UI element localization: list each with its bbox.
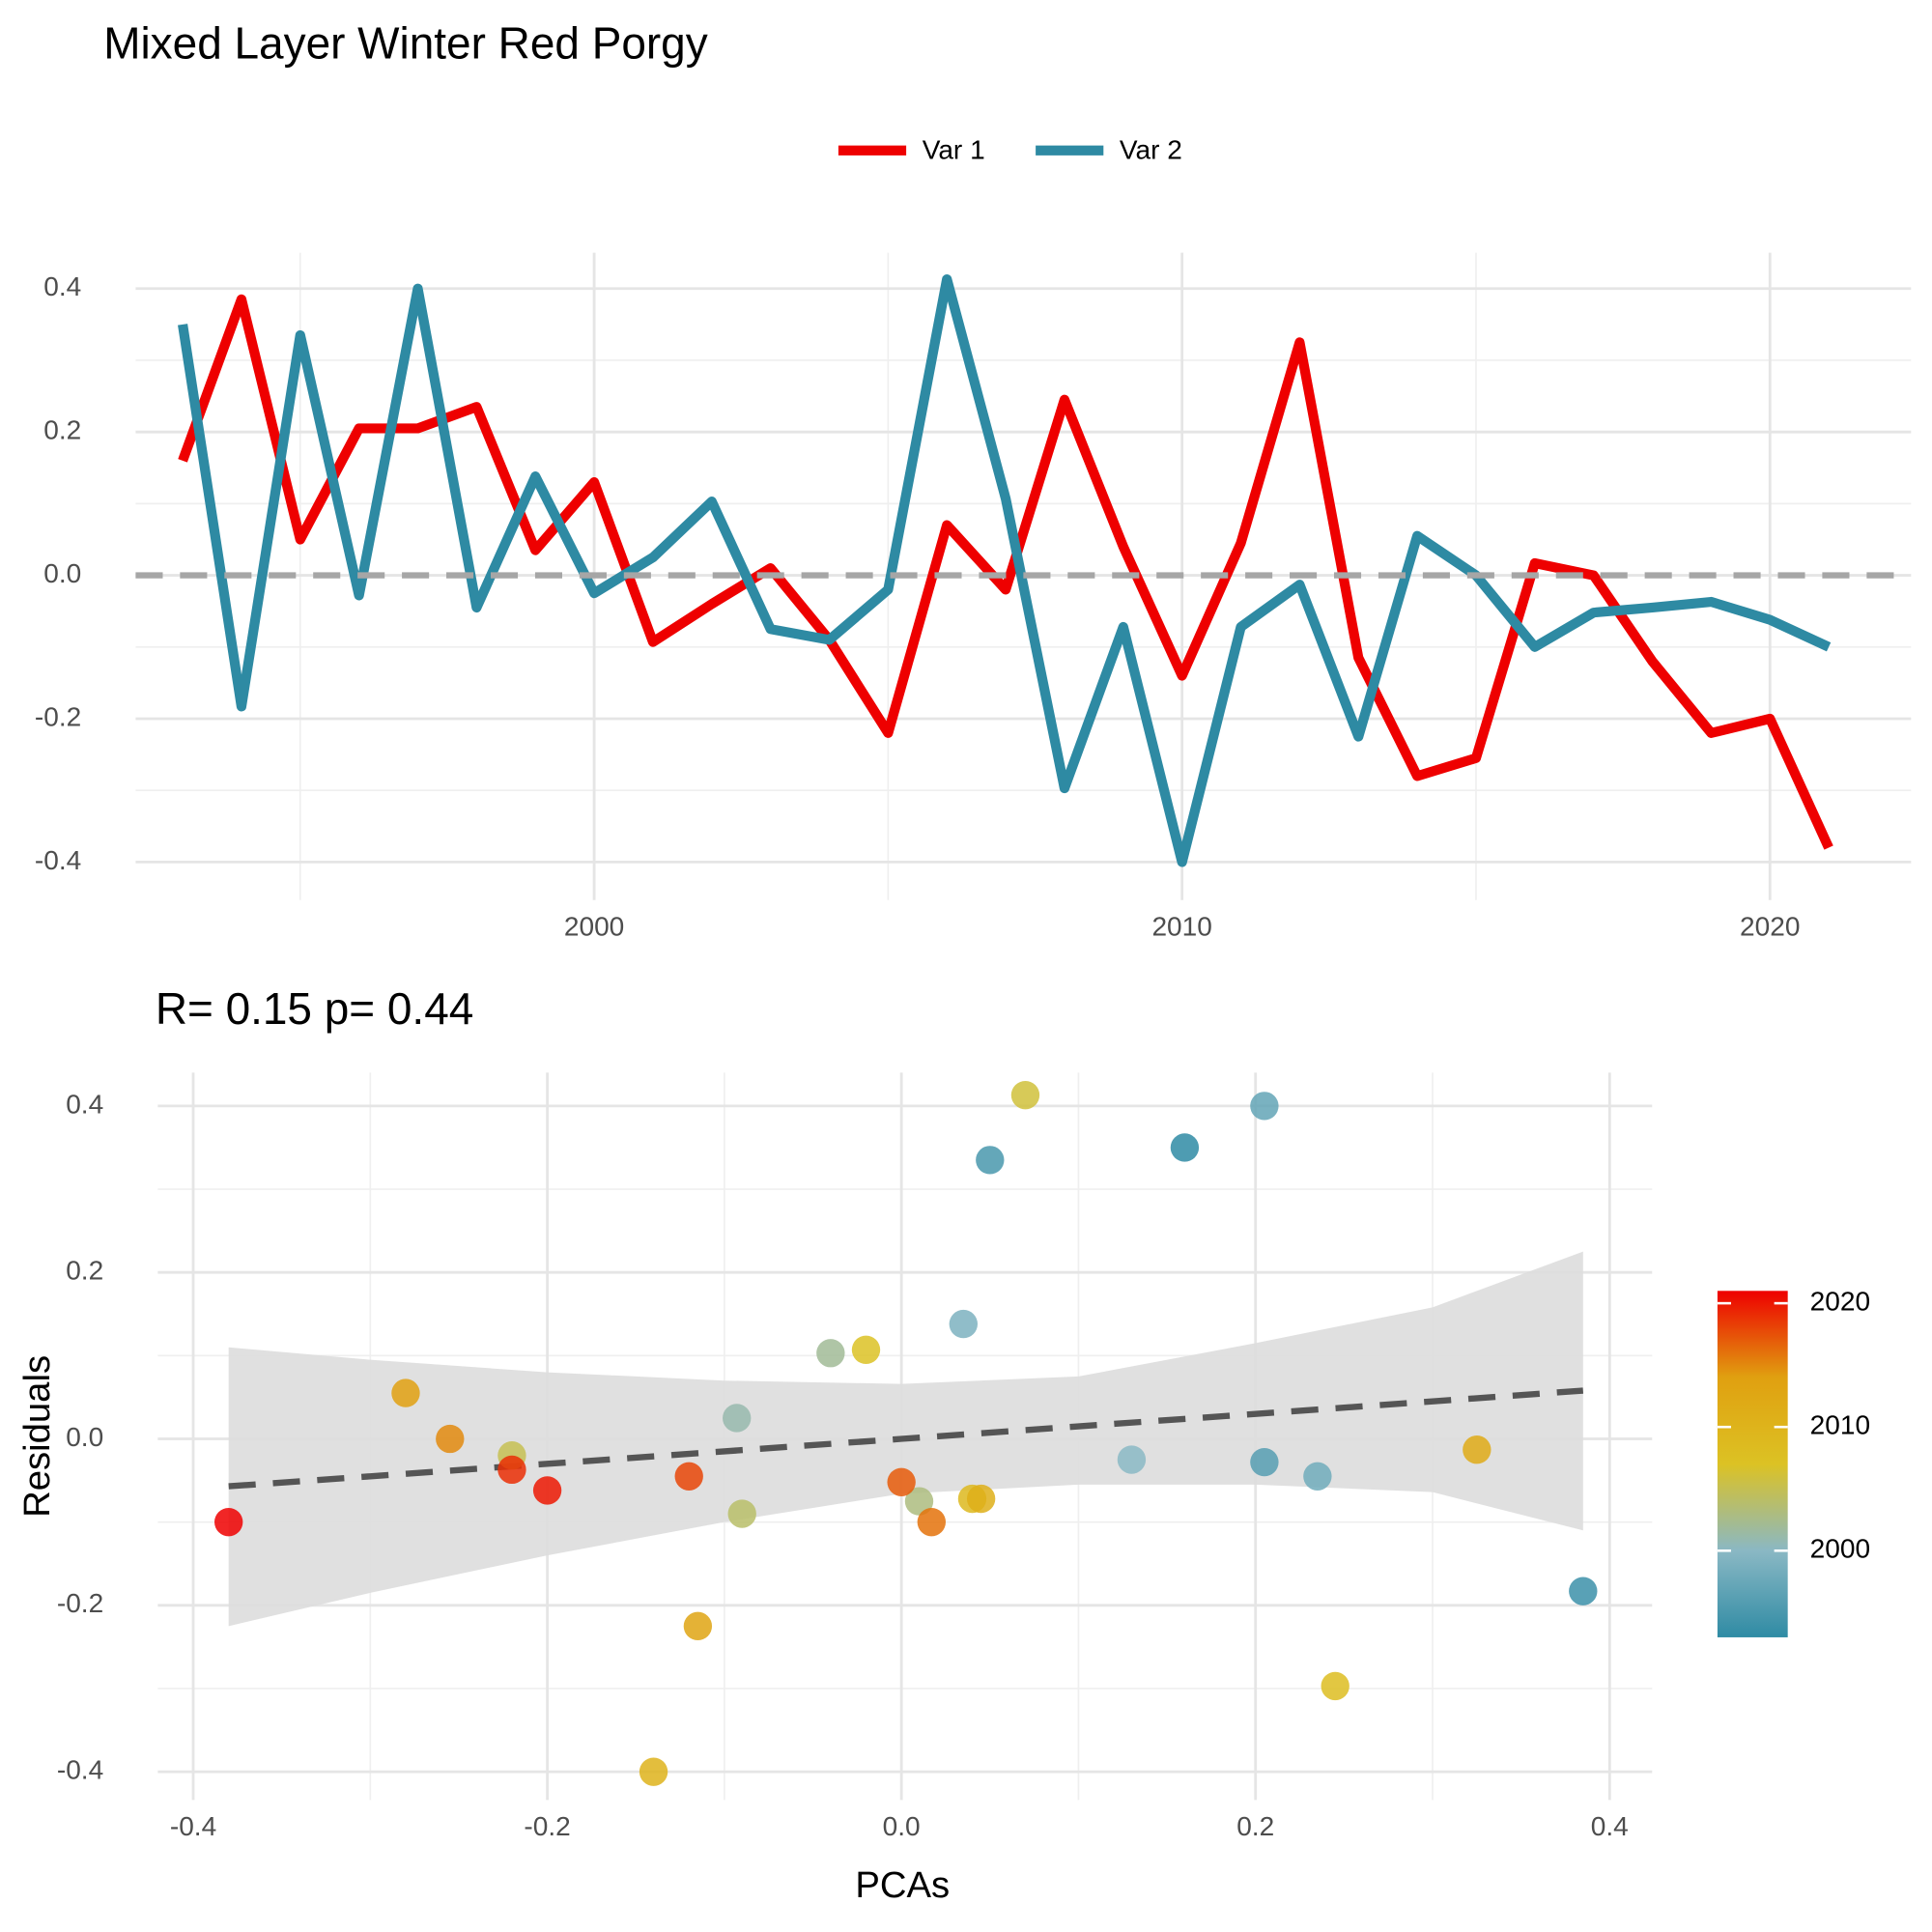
y-tick-label: 0.0 xyxy=(43,558,81,588)
point xyxy=(851,1335,881,1364)
x-tick-label: 2020 xyxy=(1740,911,1800,941)
colorbar xyxy=(1717,1291,1788,1637)
y-tick-label: 0.4 xyxy=(66,1089,103,1119)
point xyxy=(723,1404,752,1433)
point xyxy=(1010,1080,1040,1110)
x-axis-title: PCAs xyxy=(855,1864,950,1906)
y-tick-label: 0.0 xyxy=(66,1422,103,1452)
point xyxy=(949,1309,978,1339)
x-tick-label: 2010 xyxy=(1151,911,1211,941)
colorbar-label: 2020 xyxy=(1810,1287,1870,1317)
point xyxy=(683,1611,713,1641)
y-tick-label: -0.4 xyxy=(57,1755,103,1785)
point xyxy=(1569,1577,1598,1605)
y-tick-label: 0.2 xyxy=(66,1256,103,1286)
point xyxy=(1321,1671,1350,1701)
y-tick-label: 0.4 xyxy=(43,271,81,301)
point xyxy=(674,1462,703,1491)
point xyxy=(639,1757,668,1786)
y-tick-label: -0.2 xyxy=(57,1588,103,1618)
x-tick-label: 0.2 xyxy=(1236,1811,1274,1841)
fit-line xyxy=(228,1387,1584,1490)
point xyxy=(904,1487,934,1516)
point xyxy=(727,1499,756,1528)
point xyxy=(917,1507,946,1537)
point xyxy=(497,1455,526,1485)
colorbar-label: 2010 xyxy=(1810,1410,1870,1440)
point xyxy=(976,1146,1005,1175)
point xyxy=(532,1476,562,1505)
point xyxy=(391,1378,420,1407)
point xyxy=(1250,1447,1279,1477)
legend-label: Var 2 xyxy=(1120,134,1182,164)
point xyxy=(214,1507,243,1537)
legend-label: Var 1 xyxy=(923,134,985,164)
point xyxy=(1117,1445,1147,1474)
y-tick-label: -0.4 xyxy=(35,845,81,875)
x-tick-label: 0.0 xyxy=(883,1811,921,1841)
point xyxy=(816,1339,845,1368)
series-line xyxy=(178,294,1833,850)
point xyxy=(1303,1462,1332,1491)
point xyxy=(436,1424,465,1454)
scatter-title: R= 0.15 p= 0.44 xyxy=(156,983,473,1034)
point xyxy=(1463,1435,1492,1464)
y-axis-title: Residuals xyxy=(16,1355,58,1518)
y-tick-label: 0.2 xyxy=(43,415,81,445)
point xyxy=(887,1467,916,1496)
point xyxy=(1170,1133,1200,1162)
series-line xyxy=(178,273,1832,867)
y-tick-label: -0.2 xyxy=(35,701,81,731)
point xyxy=(1250,1092,1279,1121)
x-tick-label: -0.2 xyxy=(524,1811,570,1841)
chart-title: Mixed Layer Winter Red Porgy xyxy=(103,18,708,69)
point xyxy=(966,1484,996,1514)
x-tick-label: 0.4 xyxy=(1591,1811,1629,1841)
colorbar-label: 2000 xyxy=(1810,1534,1870,1564)
x-tick-label: -0.4 xyxy=(170,1811,216,1841)
x-tick-label: 2000 xyxy=(564,911,624,941)
